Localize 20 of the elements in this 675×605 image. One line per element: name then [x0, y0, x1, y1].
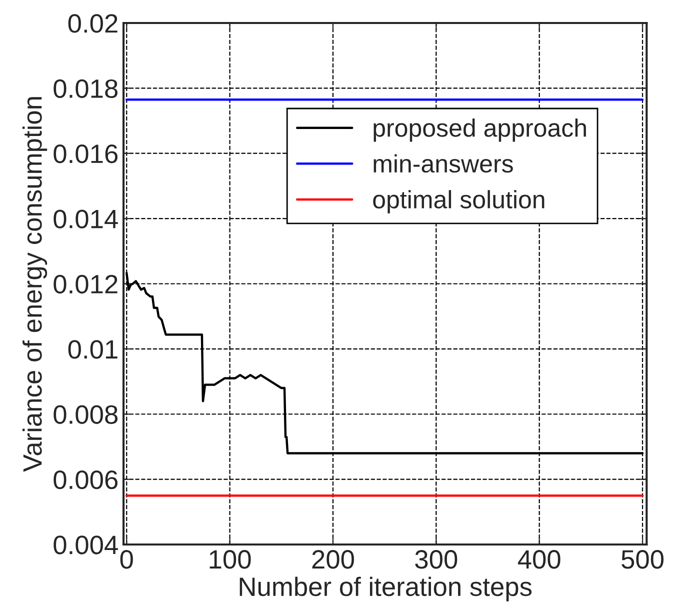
y-tick-label: 0.02 — [68, 14, 118, 33]
y-tick-label: 0.018 — [54, 79, 118, 98]
y-axis-title: Variance of energy consumption — [22, 97, 48, 472]
x-tick-label: 400 — [518, 550, 560, 569]
x-tick-label: 100 — [210, 550, 251, 569]
legend-label: min-answers — [374, 154, 513, 173]
legend-label: proposed approach — [374, 118, 586, 142]
x-tick-label: 500 — [622, 550, 664, 569]
x-tick-label: 200 — [312, 550, 354, 569]
y-tick-label: 0.006 — [54, 470, 118, 490]
x-tick-label: 300 — [415, 550, 458, 569]
legend-label: optimal solution — [373, 190, 544, 214]
y-tick-label: 0.012 — [54, 274, 118, 294]
x-axis-title: Number of iteration steps — [240, 576, 532, 602]
y-tick-label: 0.01 — [68, 340, 118, 359]
y-tick-label: 0.008 — [54, 405, 118, 424]
y-tick-label: 0.014 — [54, 210, 118, 228]
y-tick-label: 0.016 — [54, 144, 118, 164]
y-tick-label: 0.004 — [54, 536, 118, 554]
x-tick-label: 0 — [120, 550, 133, 569]
